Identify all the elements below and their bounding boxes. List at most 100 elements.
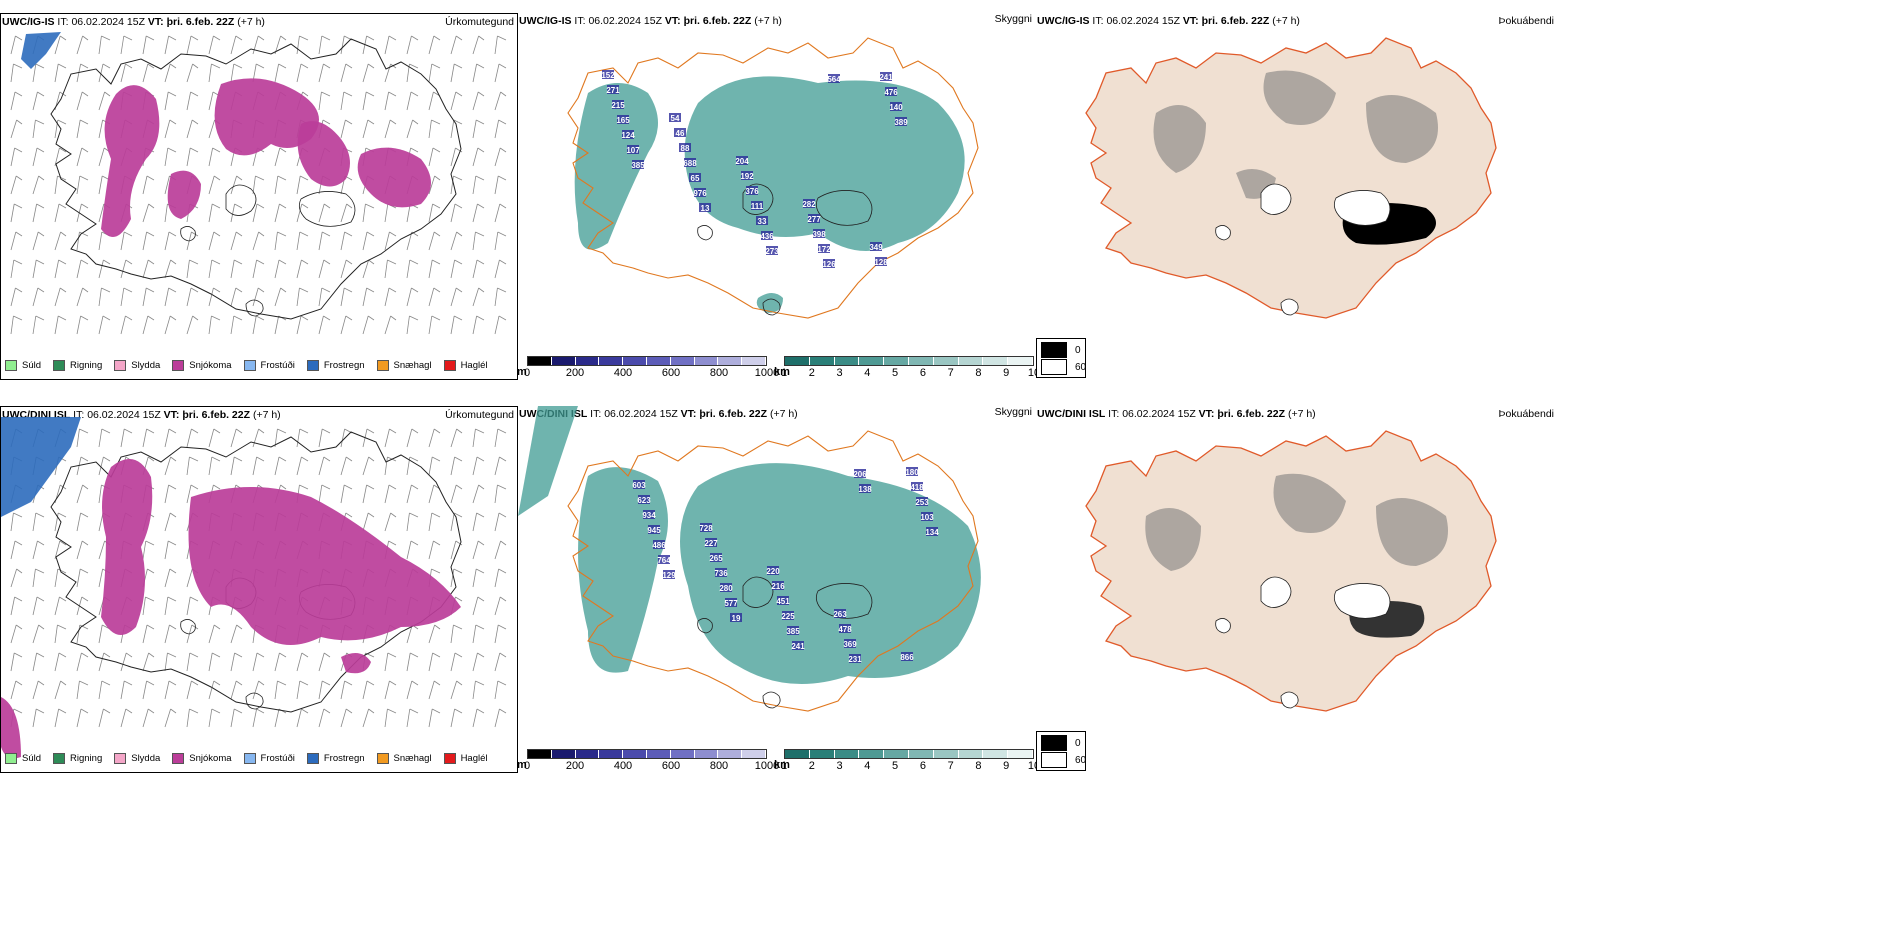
cloud-base-label: 126 [822,260,836,269]
cloud-base-label: 140 [889,103,903,112]
colorbar-tick: 3 [836,367,843,379]
low-cloud-patch [607,85,619,94]
glacier-outline [742,183,774,215]
colorbar-box [623,357,647,365]
colorbar-box [528,357,552,365]
legend-swatch [5,753,17,764]
low-cloud-patch [658,555,670,564]
freezing-rain-area [1,417,81,517]
legend-swatch [306,753,319,764]
colorbar-box [575,750,600,758]
low-cloud-patch [911,482,923,491]
low-cloud-patch [803,199,815,208]
precip-layer [1,417,507,759]
legend-item: Snæhagl [376,360,432,371]
cloud-base-label: 216 [771,582,785,591]
cloud-base-label: 253 [915,498,929,507]
colorbar-box [551,750,576,758]
snow-area [101,459,153,635]
colorbar-box [646,357,671,365]
colorbar-ticks: 1 2 3 4 5 6 7 8 9 10 [781,366,1040,380]
low-cloud-patch [730,613,742,622]
legend-item: Slydda [114,360,160,371]
low-cloud-patch [772,581,784,590]
fog-map [1085,430,1497,712]
low-cloud-patch [632,160,644,169]
visibility-colorbar: 1 2 3 4 5 6 7 8 9 10 km [774,749,1040,773]
colorbar-ticks: 0 200 400 600 800 1000 [524,366,779,380]
low-cloud-patch [669,113,681,122]
glacier-outline [762,691,781,709]
colorbar-box [834,357,860,365]
colorbar-box [884,750,909,758]
low-cloud-patch [787,626,799,635]
low-cloud-patch [823,259,835,268]
low-cloud-patch [926,527,938,536]
precip-type-map [10,32,507,335]
glacier-outline [1280,298,1299,316]
colorbar-tick: 5 [892,760,899,772]
low-cloud-patch [766,246,778,255]
cloud-base-label: 385 [786,627,800,636]
colorbar-box [884,357,909,365]
glacier-outline [245,299,264,317]
cloud-base-label: 215 [611,101,625,110]
legend-swatch [243,360,256,371]
visibility-panel-bottom: UWC/DINI ISL IT: 06.02.2024 15Z VT: þri.… [518,406,1036,773]
cloud-base-label: 398 [812,230,826,239]
panel-title: UWC/DINI ISL IT: 06.02.2024 15Z VT: þri.… [1037,408,1316,420]
glacier-outline [697,225,713,241]
colorbar-box [575,357,600,365]
legend-swatch [53,360,66,371]
low-cloud-patch [854,469,866,478]
cloud-base-label: 976 [693,189,707,198]
cloud-base-label: 192 [740,172,754,181]
fog-probability-area [1366,95,1438,163]
fog-legend-row: 0 [1041,342,1081,358]
colorbar-tick: 1 [780,760,788,772]
colorbar-tick: 800 [709,367,729,379]
legend-label: Slydda [131,753,161,764]
colorbar-tick: 6 [919,367,926,379]
fog-legend-row: 60 [1041,359,1086,375]
legend-swatch [243,753,256,764]
snow-area [101,85,160,237]
cloud-base-label: 934 [642,511,656,520]
panel-tag: Þokuábendi [1498,15,1554,27]
panel-title: UWC/IG-IS IT: 06.02.2024 15Z VT: þri. 6.… [1037,15,1300,27]
glacier-outline [762,298,781,316]
precip-type-panel-top: UWC/IG-IS IT: 06.02.2024 15Z VT: þri. 6.… [0,13,518,380]
cloud-base-label: 273 [765,247,779,256]
low-cloud-patch [627,145,639,154]
low-cloud-patch [648,525,660,534]
cloud-base-label: 129 [662,571,676,580]
cloud-base-label: 33 [758,217,767,226]
cloud-base-label: 623 [637,496,651,505]
colorbar-tick: 8 [975,367,982,379]
colorbar-tick: 2 [808,760,815,772]
legend-item: Snjókoma [172,360,232,371]
cloud-base-label: 138 [858,485,872,494]
cloud-base-label: 271 [606,86,620,95]
cloud-base-label: 165 [616,116,630,125]
road-network [567,430,979,712]
low-visibility-area [680,463,981,684]
colorbar-box [742,750,766,758]
colorbar-tick: 600 [661,367,681,379]
cloud-base-label: 564 [827,75,841,84]
low-cloud-patch [880,72,892,81]
legend-label: Frostregn [323,360,365,371]
glacier-outline [697,618,713,634]
colorbar-tick: 7 [947,367,954,379]
colorbar-box [694,357,719,365]
colorbar-tick: 9 [1003,760,1010,772]
legend-item: Haglél [443,360,488,371]
cloud-base-label: 124 [621,131,635,140]
legend-label: Snjókoma [189,360,232,371]
colorbar-unit: km [774,759,790,771]
legend-item: Slydda [114,753,160,764]
legend-swatch [114,360,127,371]
snow-area [214,78,319,156]
legend-label: Frostúði [260,753,295,764]
colorbar-tick: 1000 [754,760,780,772]
